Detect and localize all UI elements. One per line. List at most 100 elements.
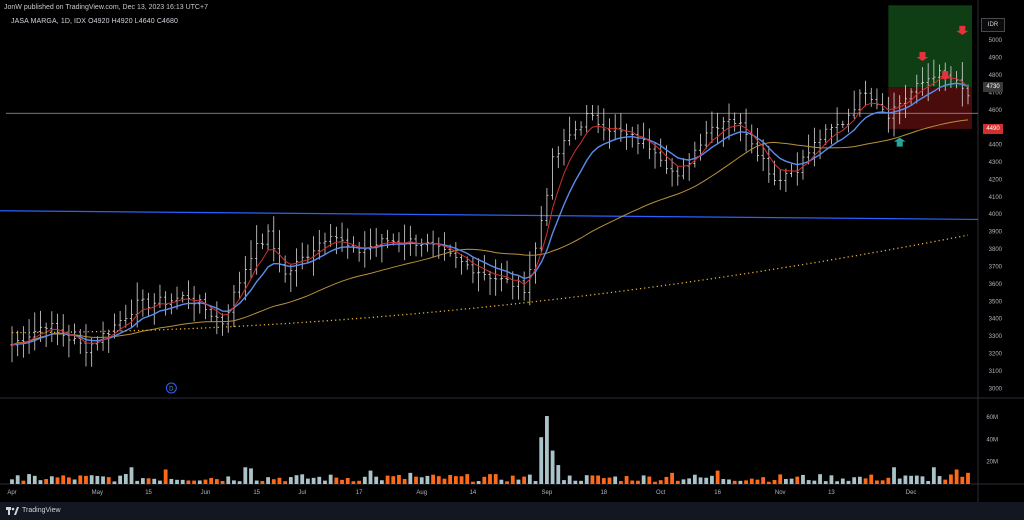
volume-bar bbox=[112, 481, 117, 484]
volume-bar bbox=[943, 479, 948, 484]
volume-bar bbox=[613, 476, 618, 484]
y-tick-label: 3200 bbox=[989, 351, 1003, 357]
volume-bar bbox=[38, 480, 43, 484]
y-tick-label: 3900 bbox=[989, 230, 1003, 236]
volume-bar bbox=[710, 475, 714, 484]
volume-bar bbox=[249, 468, 253, 484]
volume-bar bbox=[328, 474, 333, 484]
volume-bar bbox=[527, 474, 532, 484]
volume-bar bbox=[425, 475, 430, 484]
x-tick-label: 15 bbox=[145, 490, 152, 496]
volume-bar bbox=[169, 478, 174, 484]
sell-arrow-icon bbox=[939, 71, 952, 81]
symbol-info[interactable]: JASA MARGA, 1D, IDX O4920 H4920 L4640 C4… bbox=[11, 18, 178, 25]
volume-bar bbox=[596, 475, 601, 484]
volume-bar bbox=[106, 477, 111, 484]
currency-button[interactable]: IDR bbox=[981, 18, 1005, 32]
volume-bar bbox=[493, 474, 498, 484]
volume-bar bbox=[357, 480, 362, 484]
footer-bar bbox=[0, 502, 1024, 520]
volume-bar bbox=[926, 481, 931, 484]
volume-bar bbox=[277, 477, 282, 484]
volume-bar bbox=[84, 475, 88, 484]
volume-bar bbox=[550, 450, 555, 484]
volume-bar bbox=[243, 467, 248, 484]
volume-bar bbox=[226, 476, 231, 484]
volume-tick-label: 40M bbox=[986, 437, 998, 443]
volume-bar bbox=[516, 479, 521, 484]
volume-bar bbox=[431, 474, 435, 484]
volume-bar bbox=[687, 478, 692, 484]
volume-bar bbox=[55, 477, 60, 484]
volume-bar bbox=[761, 477, 766, 484]
volume-bar bbox=[812, 480, 817, 484]
x-tick-label: 16 bbox=[714, 490, 721, 496]
sma-long-line bbox=[12, 234, 969, 334]
volume-bar bbox=[653, 481, 657, 484]
volume-bar bbox=[311, 477, 316, 484]
volume-bar bbox=[647, 476, 652, 484]
y-tick-label: 4200 bbox=[989, 177, 1003, 183]
y-tick-label: 3100 bbox=[989, 369, 1003, 375]
volume-bar bbox=[863, 478, 868, 484]
volume-bar bbox=[698, 477, 703, 484]
volume-bar bbox=[573, 480, 578, 484]
volume-bar bbox=[414, 476, 418, 484]
x-tick-label: 17 bbox=[356, 490, 363, 496]
volume-bar bbox=[186, 480, 191, 484]
y-tick-label: 4700 bbox=[989, 90, 1003, 96]
footer-brand: TradingView bbox=[22, 507, 61, 514]
published-line: JonW published on TradingView.com, Dec 1… bbox=[4, 4, 208, 11]
volume-bar bbox=[664, 476, 669, 484]
volume-bar bbox=[840, 478, 845, 484]
x-tick-label: Aug bbox=[416, 490, 427, 496]
volume-bar bbox=[442, 478, 447, 484]
y-tick-label: 4400 bbox=[989, 143, 1003, 149]
volume-bar bbox=[163, 469, 168, 484]
volume-bar bbox=[806, 480, 811, 484]
volume-bar bbox=[140, 478, 145, 484]
volume-bar bbox=[829, 475, 834, 484]
volume-bar bbox=[966, 472, 970, 484]
volume-bar bbox=[636, 480, 640, 484]
volume-bar bbox=[954, 469, 959, 484]
volume-bar bbox=[886, 477, 891, 484]
volume-bar bbox=[129, 467, 134, 484]
price-tag-stop: 4490 bbox=[983, 123, 1003, 134]
x-tick-label: 14 bbox=[470, 490, 477, 496]
x-tick-label: Dec bbox=[906, 490, 917, 496]
y-tick-label: 3500 bbox=[989, 299, 1003, 305]
volume-bar bbox=[755, 479, 760, 484]
volume-bar bbox=[175, 479, 179, 484]
volume-bar bbox=[379, 480, 384, 484]
volume-bar bbox=[323, 480, 327, 484]
volume-bar bbox=[288, 477, 293, 484]
volume-bar bbox=[345, 478, 350, 484]
volume-bar bbox=[579, 480, 583, 484]
volume-bar bbox=[556, 465, 561, 484]
volume-bar bbox=[692, 474, 697, 484]
volume-bar bbox=[49, 476, 54, 484]
volume-bar bbox=[334, 477, 339, 484]
y-tick-label: 3600 bbox=[989, 282, 1003, 288]
volume-bar bbox=[317, 476, 322, 484]
volume-bar bbox=[146, 478, 151, 484]
volume-bar bbox=[744, 480, 748, 484]
volume-bar bbox=[727, 479, 731, 484]
volume-bar bbox=[203, 479, 208, 484]
volume-bar bbox=[903, 475, 908, 484]
volume-bar bbox=[385, 475, 390, 484]
sell-arrow-icon bbox=[916, 52, 929, 62]
volume-bar bbox=[465, 474, 470, 484]
volume-bar bbox=[852, 477, 857, 484]
volume-bar bbox=[135, 480, 140, 484]
volume-bar bbox=[618, 481, 623, 484]
x-tick-label: Nov bbox=[775, 490, 786, 496]
volume-bar bbox=[545, 416, 549, 484]
y-tick-label: 3300 bbox=[989, 334, 1003, 340]
volume-bar bbox=[892, 467, 896, 484]
volume-bar bbox=[937, 476, 942, 484]
y-tick-label: 4800 bbox=[989, 73, 1003, 79]
dividend-marker-label: D bbox=[169, 387, 174, 393]
